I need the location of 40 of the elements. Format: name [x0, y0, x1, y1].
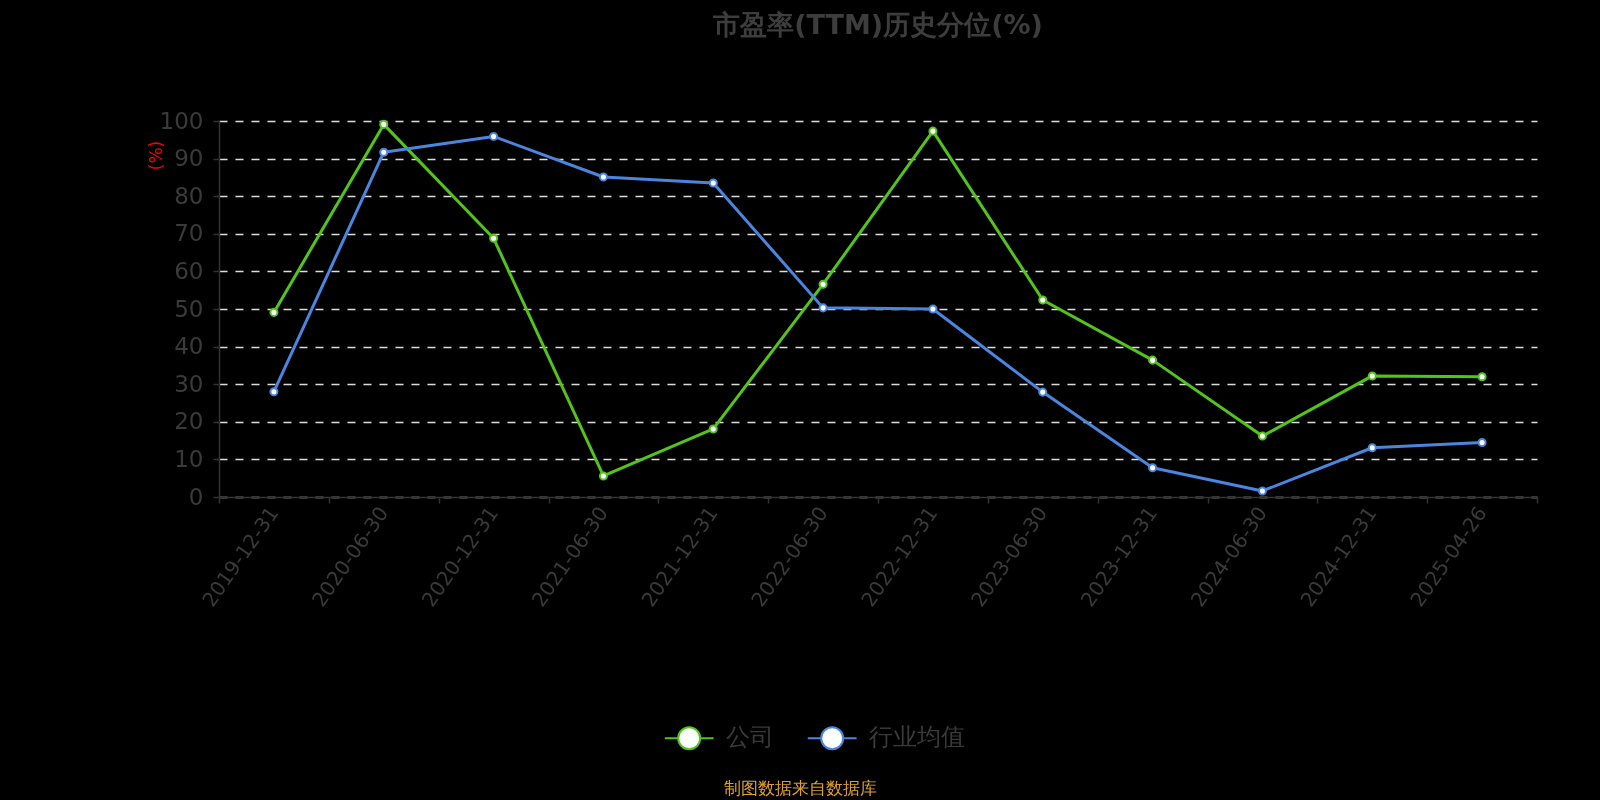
y-tick-label: 60 [174, 257, 204, 284]
legend-label: 行业均值 [869, 723, 966, 752]
text: 制图数据来自数据库 [723, 778, 877, 798]
y-tick-label: 10 [174, 445, 204, 472]
point [598, 172, 608, 182]
point [489, 233, 499, 243]
y-axis-title: (%) [145, 140, 166, 171]
point [1477, 372, 1487, 382]
point [379, 119, 389, 129]
y-tick-label: 90 [174, 145, 204, 172]
point [928, 304, 938, 314]
y-tick-label: 100 [159, 107, 204, 134]
point [379, 147, 389, 157]
y-tick-label: 40 [174, 333, 204, 360]
point [708, 178, 718, 188]
point [1038, 295, 1048, 305]
point [269, 387, 279, 397]
y-tick-label: 30 [174, 370, 204, 397]
point [1148, 463, 1158, 473]
legend-label: 公司 [726, 723, 775, 752]
point [489, 131, 499, 141]
point [1367, 443, 1377, 453]
point [708, 424, 718, 434]
point [818, 303, 828, 313]
point [1148, 355, 1158, 365]
point [818, 279, 828, 289]
y-tick-label: 20 [174, 408, 204, 435]
point [1477, 437, 1487, 448]
y-tick-label: 0 [188, 483, 204, 510]
point [1038, 387, 1048, 397]
point [928, 126, 938, 136]
point [598, 471, 608, 481]
y-tick-label: 70 [174, 220, 204, 247]
point [1257, 431, 1267, 441]
point [1367, 371, 1377, 381]
y-tick-label: 80 [174, 182, 204, 209]
point [269, 307, 279, 317]
y-tick-label: 50 [174, 295, 204, 322]
point [1257, 486, 1267, 496]
chart-title: 市盈率(TTM)历史分位(%) [712, 9, 1043, 40]
